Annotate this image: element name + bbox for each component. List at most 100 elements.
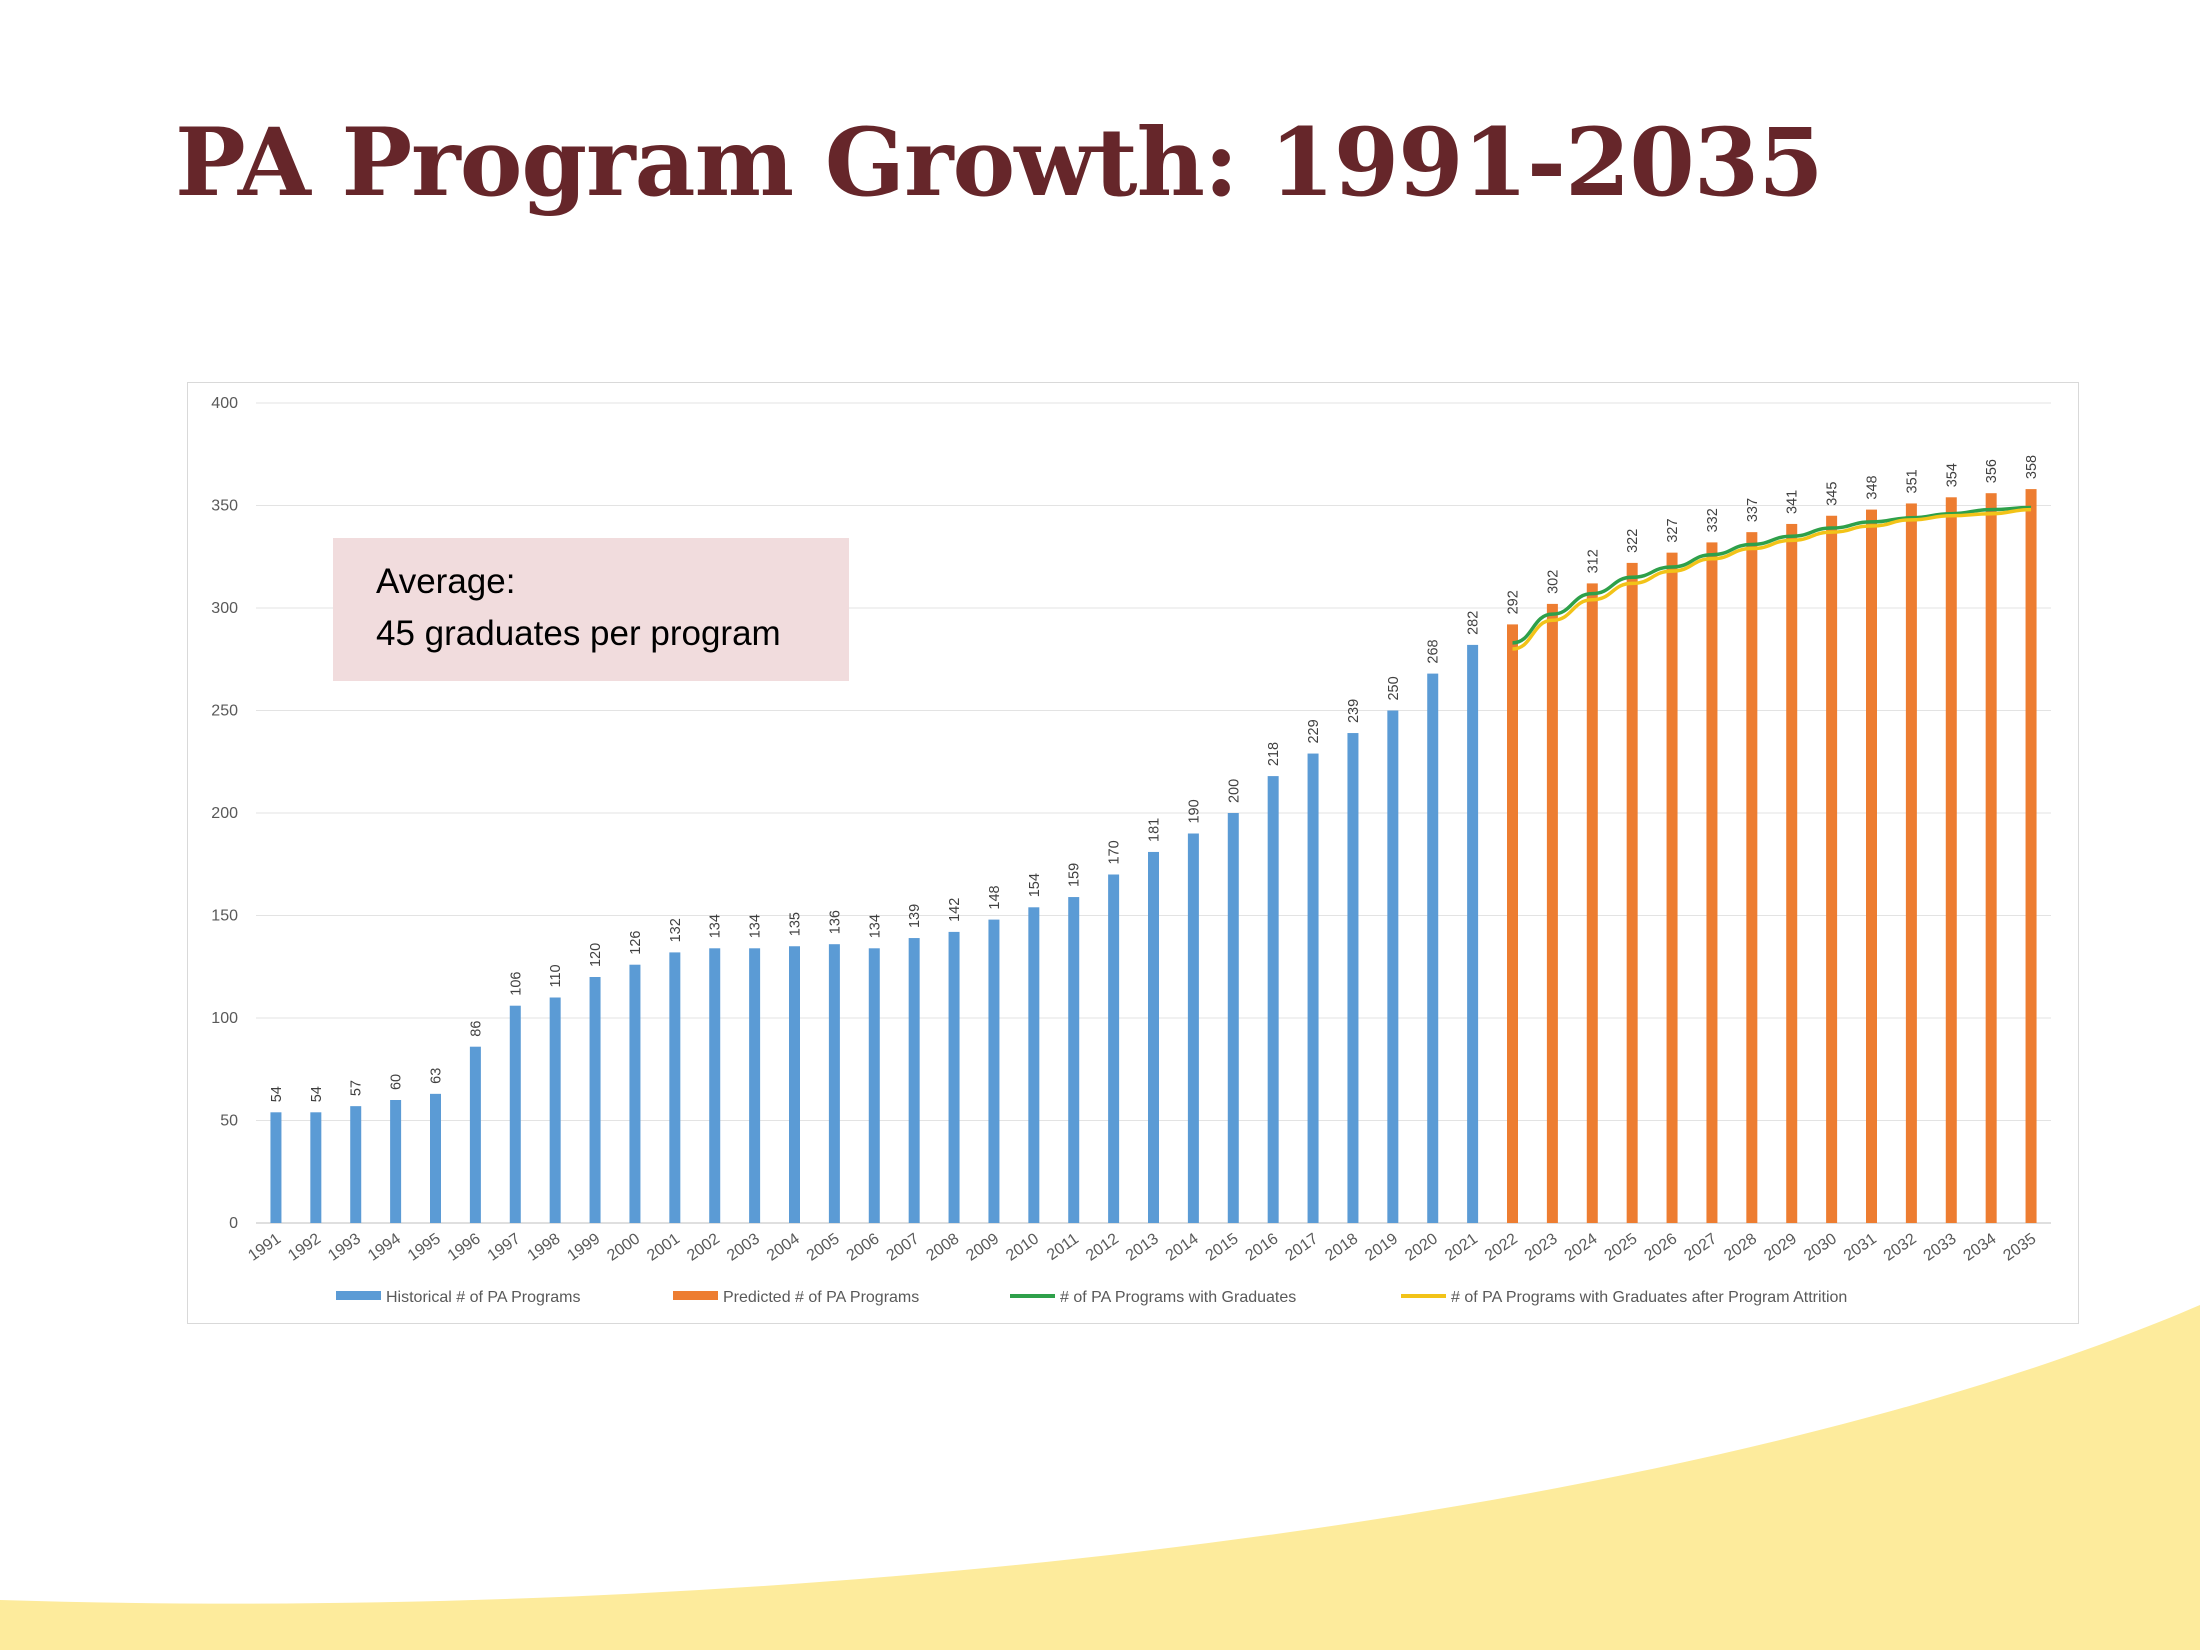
historical-bar-1992 [310,1112,322,1223]
x-tick-label: 2022 [1482,1230,1521,1264]
predicted-bar-2025 [1626,562,1638,1223]
x-tick-label: 2008 [923,1230,962,1264]
x-tick-label: 2001 [644,1230,683,1264]
historical-bar-1994 [390,1100,402,1223]
historical-bar-1996 [469,1046,481,1223]
x-tick-label: 1995 [405,1230,444,1264]
x-tick-label: 1999 [564,1230,603,1264]
predicted-bar-2024 [1586,583,1598,1223]
bar-data-label: 154 [1027,873,1043,897]
bar-data-label: 327 [1665,518,1681,542]
x-tick-label: 2016 [1243,1230,1282,1264]
x-tick-label: 2006 [844,1230,883,1264]
bar-data-label: 354 [1944,463,1960,487]
historical-bar-2016 [1267,776,1279,1223]
x-tick-label: 2009 [963,1230,1002,1264]
y-tick-label: 0 [229,1215,238,1232]
x-tick-label: 2023 [1522,1230,1561,1264]
bar-data-label: 148 [987,885,1003,909]
bar-data-label: 159 [1067,863,1083,887]
bar-data-label: 63 [429,1068,445,1084]
y-tick-label: 350 [211,498,238,515]
x-tick-label: 1992 [285,1230,324,1264]
bar-data-label: 268 [1426,639,1442,663]
x-tick-label: 2014 [1163,1230,1202,1264]
x-tick-label: 2029 [1761,1230,1800,1264]
bar-data-label: 282 [1466,611,1482,635]
bar-data-label: 345 [1825,482,1841,506]
y-axis-ticks: 0 50 100 150 200 250 300 350 400 [211,395,238,1232]
y-tick-label: 250 [211,703,238,720]
historical-bar-2011 [1068,897,1080,1223]
x-tick-label: 2003 [724,1230,763,1264]
bar-data-label: 239 [1346,699,1362,723]
x-tick-label: 1994 [365,1230,404,1264]
legend-label: Predicted # of PA Programs [723,1289,919,1306]
historical-bar-2017 [1307,753,1319,1223]
x-tick-label: 1993 [325,1230,364,1264]
x-tick-label: 2002 [684,1230,723,1264]
historical-bar-2019 [1387,710,1399,1223]
attrition-line [1512,507,2032,651]
historical-bar-2000 [629,964,641,1223]
legend-label: Historical # of PA Programs [386,1289,580,1306]
historical-bar-1991 [270,1112,282,1223]
bar-data-label: 120 [588,943,604,967]
x-tick-label: 2015 [1203,1230,1242,1264]
bar-data-label: 302 [1545,570,1561,594]
historical-bar-2006 [868,948,880,1223]
predicted-bar-2031 [1866,509,1877,1224]
bar-data-label: 86 [468,1021,484,1037]
bar-data-label: 200 [1226,779,1242,803]
y-tick-label: 400 [211,395,238,412]
bars [270,489,2037,1224]
predicted-bar-2027 [1706,542,1718,1223]
historical-bar-2005 [828,944,840,1223]
bar-data-label: 341 [1785,490,1801,514]
callout-heading: Average: [376,562,516,601]
bar-data-label: 57 [349,1080,365,1096]
x-tick-label: 2004 [764,1230,803,1264]
y-tick-label: 150 [211,908,238,925]
historical-bar-2010 [1028,907,1040,1223]
predicted-bar-2035 [2025,489,2037,1224]
callout-value: 45 graduates per program [376,614,781,653]
bar-data-label: 348 [1865,475,1881,499]
bar-data-label: 126 [628,930,644,954]
bar-data-label: 356 [1984,459,2000,483]
average-callout: Average: 45 graduates per program [333,538,849,681]
predicted-bar-2026 [1666,552,1678,1223]
x-tick-label: 2017 [1282,1230,1321,1264]
bar-data-label: 229 [1306,719,1322,743]
historical-bar-2020 [1427,673,1439,1223]
graduates-line [1512,505,2032,645]
bar-data-label: 250 [1386,676,1402,700]
bar-data-label: 218 [1266,742,1282,766]
predicted-bar-2033 [1945,497,1957,1223]
bar-data-label: 54 [269,1086,285,1102]
historical-bar-2021 [1467,644,1479,1223]
x-tick-label: 2031 [1841,1230,1880,1264]
bar-data-label: 136 [827,910,843,934]
predicted-bar-2034 [1985,493,1997,1223]
x-tick-label: 2028 [1721,1230,1760,1264]
x-tick-label: 2021 [1442,1230,1481,1264]
bar-data-label: 54 [309,1086,325,1102]
predicted-bar-2032 [1905,503,1917,1223]
x-tick-label: 2010 [1003,1230,1042,1264]
x-tick-label: 2005 [804,1230,843,1264]
predicted-bar-2028 [1746,532,1758,1223]
historical-bar-1995 [430,1093,441,1223]
series-lines [1512,505,2032,651]
bar-data-label: 351 [1904,469,1920,493]
bar-data-label: 134 [867,914,883,938]
predicted-bar-2029 [1786,523,1798,1223]
x-tick-label: 2013 [1123,1230,1162,1264]
x-tick-label: 2033 [1921,1230,1960,1264]
x-tick-label: 2019 [1362,1230,1401,1264]
x-tick-label: 2007 [884,1230,923,1264]
x-tick-label: 1996 [445,1230,484,1264]
x-tick-label: 1997 [485,1230,524,1264]
bar-data-label: 292 [1506,590,1522,614]
x-tick-label: 2026 [1641,1230,1680,1264]
